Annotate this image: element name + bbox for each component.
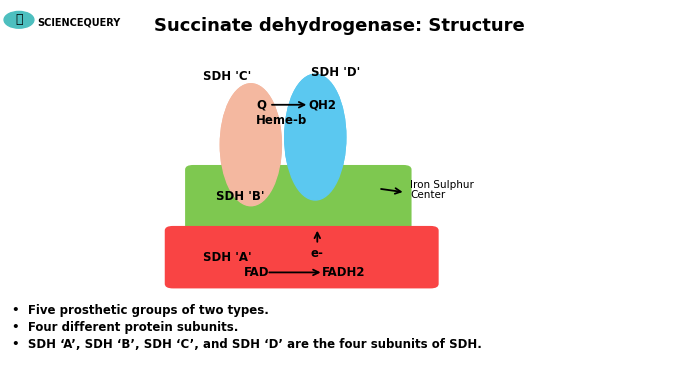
Ellipse shape: [220, 84, 281, 206]
Text: FADH2: FADH2: [322, 266, 365, 279]
Ellipse shape: [285, 74, 346, 200]
Text: Heme-b: Heme-b: [256, 114, 307, 126]
Ellipse shape: [220, 84, 281, 206]
Text: SDH 'A': SDH 'A': [203, 251, 252, 264]
Circle shape: [4, 11, 34, 28]
FancyBboxPatch shape: [185, 165, 412, 233]
Text: SDH 'C': SDH 'C': [203, 70, 252, 83]
Text: QH2: QH2: [308, 98, 336, 111]
Text: SDH 'D': SDH 'D': [311, 66, 360, 79]
FancyBboxPatch shape: [165, 226, 439, 288]
Text: SCIENCEQUERY: SCIENCEQUERY: [37, 17, 121, 27]
Text: Q: Q: [256, 98, 266, 111]
Text: e-: e-: [311, 247, 323, 260]
Text: Succinate dehydrogenase: Structure: Succinate dehydrogenase: Structure: [154, 17, 524, 35]
Text: Iron Sulphur: Iron Sulphur: [410, 180, 474, 190]
Text: SDH 'B': SDH 'B': [216, 190, 265, 203]
Text: •  Five prosthetic groups of two types.: • Five prosthetic groups of two types.: [12, 304, 269, 317]
Text: •  SDH ‘A’, SDH ‘B’, SDH ‘C’, and SDH ‘D’ are the four subunits of SDH.: • SDH ‘A’, SDH ‘B’, SDH ‘C’, and SDH ‘D’…: [12, 338, 482, 351]
Text: Center: Center: [410, 190, 445, 200]
Text: •  Four different protein subunits.: • Four different protein subunits.: [12, 321, 239, 334]
Ellipse shape: [285, 74, 346, 200]
Text: 🔬: 🔬: [15, 13, 23, 26]
Text: FAD: FAD: [243, 266, 269, 279]
